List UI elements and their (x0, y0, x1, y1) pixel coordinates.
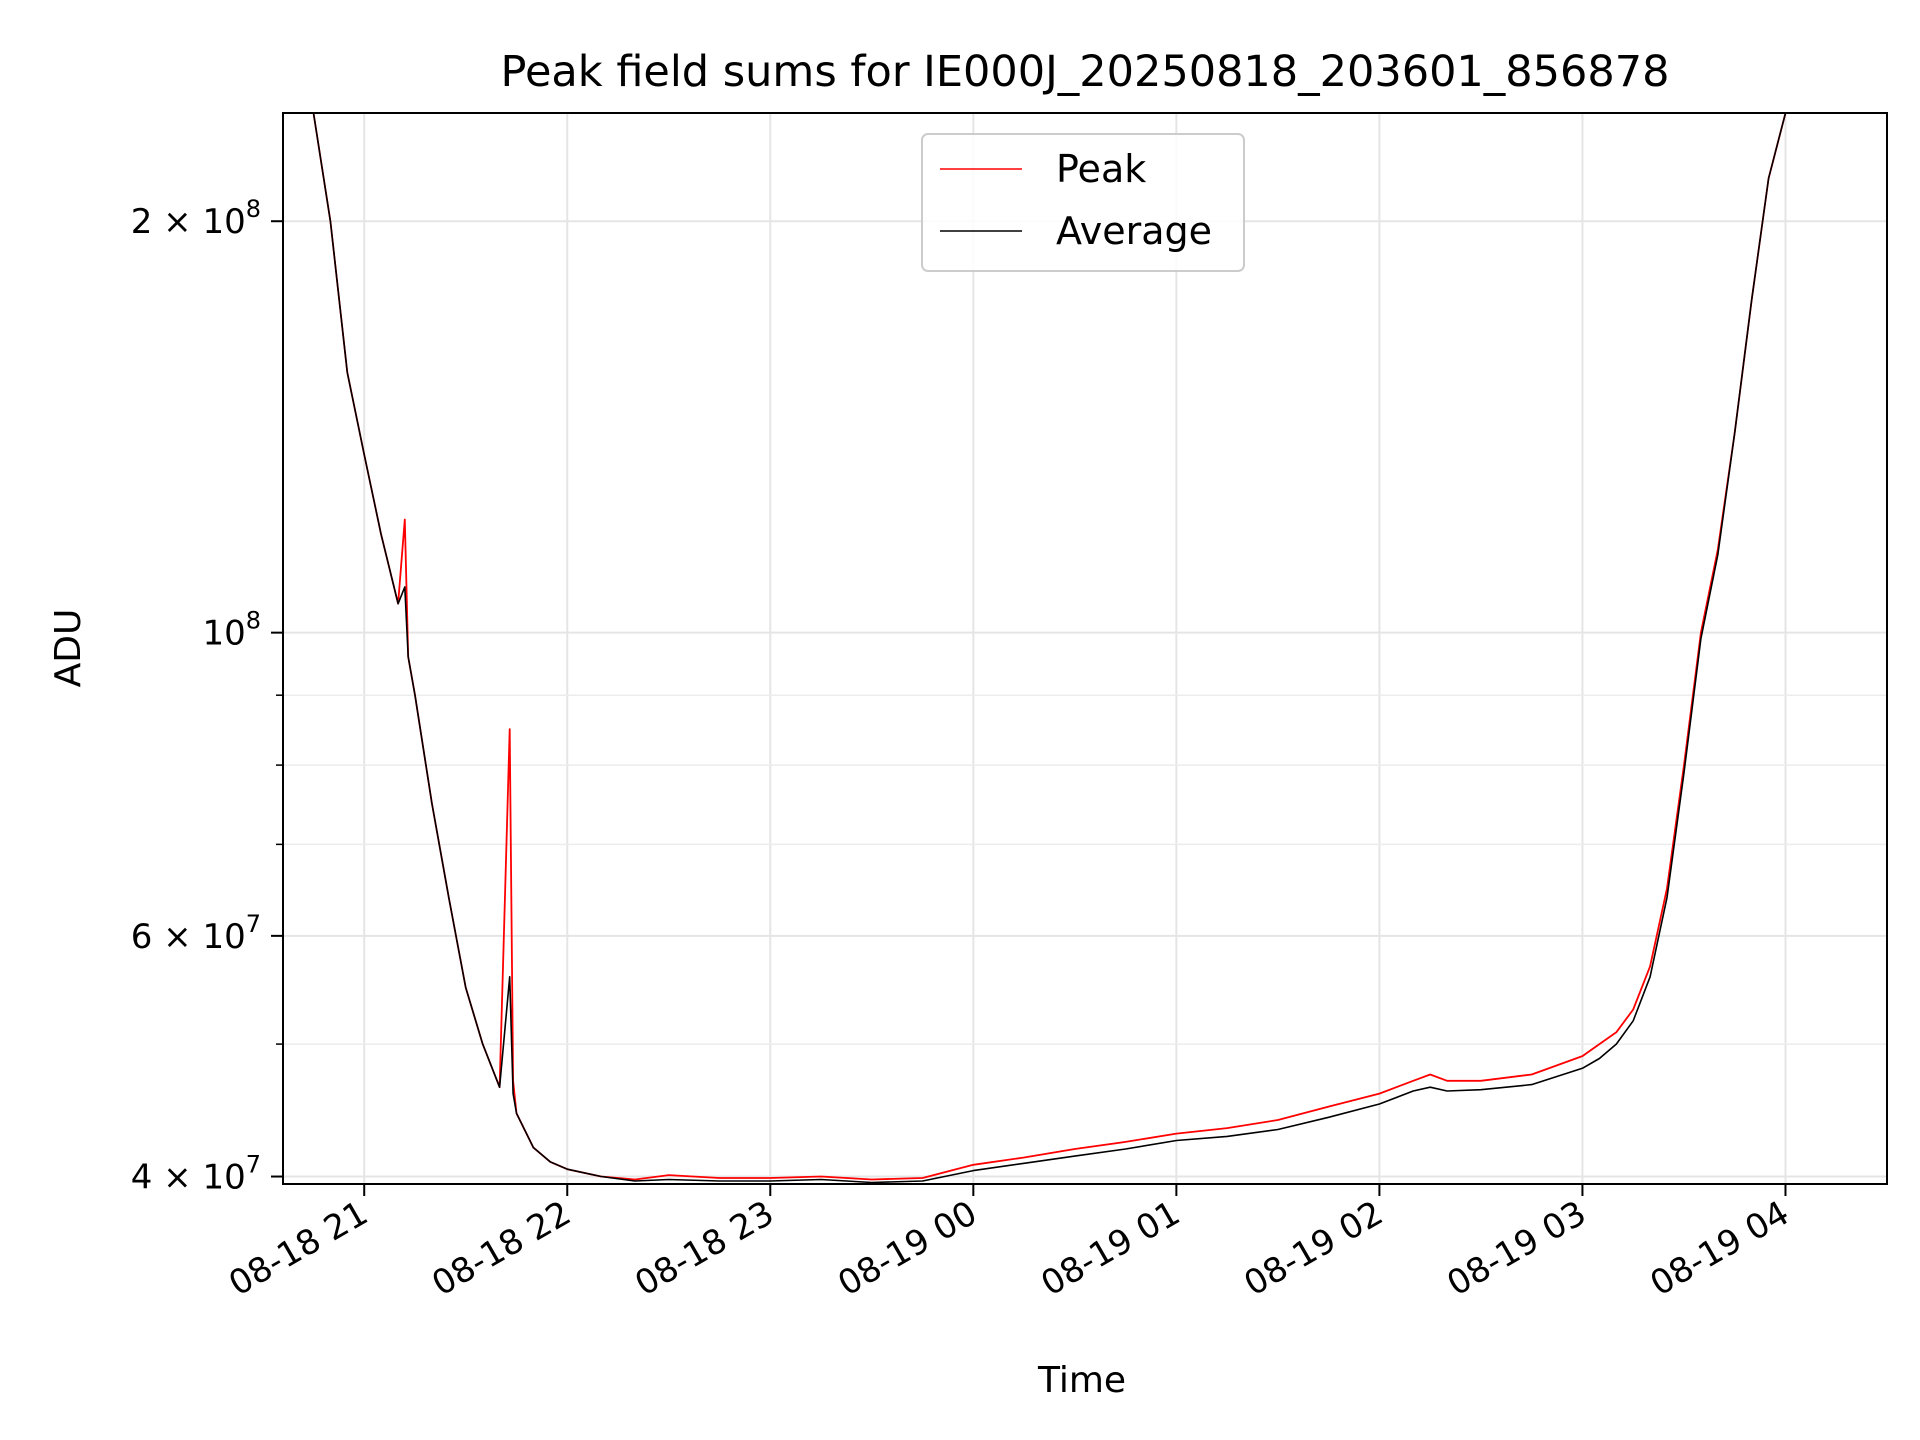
legend-label-average: Average (1056, 209, 1212, 253)
plot-area (283, 113, 1887, 1184)
legend: Peak Average (921, 133, 1245, 272)
y-tick-label: 108 (202, 607, 261, 654)
series-layer (283, 113, 1887, 1184)
plot-frame (282, 112, 1888, 1185)
x-axis-label: Time (1037, 1360, 1126, 1401)
y-tick-label: 6 × 107 (131, 910, 261, 957)
chart-title: Peak field sums for IE000J_20250818_2036… (501, 47, 1670, 97)
y-tick-label: 4 × 107 (131, 1151, 261, 1198)
grid (283, 113, 1887, 1184)
y-axis-label: ADU (48, 609, 89, 688)
y-tick-label: 2 × 108 (131, 195, 261, 242)
legend-label-peak: Peak (1056, 147, 1146, 191)
series-line-average (283, 113, 1887, 1184)
